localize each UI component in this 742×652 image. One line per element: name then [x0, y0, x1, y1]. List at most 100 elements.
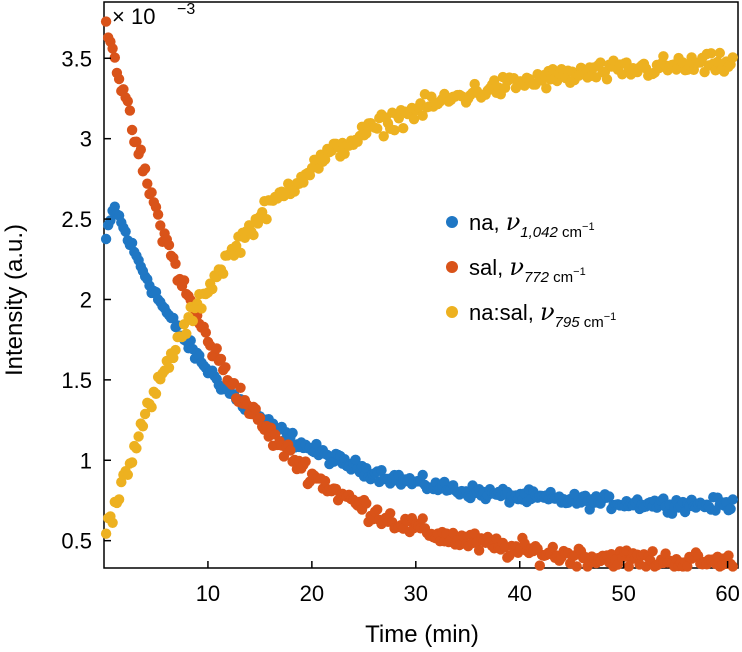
- data-point: [604, 491, 615, 502]
- data-point: [571, 561, 582, 572]
- legend-label: na:sal,: [469, 300, 540, 325]
- data-point: [408, 114, 420, 125]
- legend-marker: [446, 261, 458, 273]
- legend-symbol: ν: [540, 298, 555, 326]
- data-point: [727, 494, 738, 505]
- legend-label: na,: [469, 210, 506, 235]
- data-point: [187, 315, 198, 327]
- data-point: [725, 503, 736, 515]
- legend-subscript: 772: [524, 269, 553, 286]
- data-point: [350, 454, 361, 465]
- data-point: [218, 268, 229, 279]
- legend-unit: cm: [584, 314, 604, 331]
- legend-unit: cm: [562, 224, 582, 241]
- y-scale-multiplier: × 10 −3: [112, 1, 195, 29]
- data-point: [376, 465, 387, 476]
- data-point: [647, 546, 658, 557]
- data-point: [137, 421, 149, 432]
- data-point: [109, 52, 121, 63]
- data-point: [235, 382, 246, 393]
- data-point: [692, 550, 704, 561]
- data-point: [155, 220, 166, 231]
- data-point: [139, 408, 151, 420]
- data-point: [126, 124, 138, 136]
- y-tick-label: 2.5: [61, 207, 92, 232]
- data-point: [547, 541, 558, 553]
- data-point: [601, 74, 613, 85]
- data-point: [378, 131, 389, 142]
- data-point: [170, 258, 181, 269]
- data-point: [723, 550, 734, 561]
- data-point: [287, 427, 298, 439]
- data-point: [473, 545, 485, 556]
- data-point: [339, 148, 350, 159]
- data-point: [163, 239, 175, 251]
- x-axis: 10 20 30 40 50 60: [196, 561, 740, 606]
- data-point: [417, 513, 428, 524]
- data-point: [289, 186, 300, 197]
- legend-entry: na, ν1,042 cm−1: [469, 208, 595, 241]
- data-point: [439, 476, 450, 488]
- y-tick-label: 3.5: [61, 46, 92, 71]
- data-point: [139, 163, 151, 174]
- data-point: [417, 110, 428, 121]
- series-na: [100, 201, 738, 519]
- data-point: [220, 362, 231, 373]
- data-point: [385, 508, 396, 519]
- data-point: [170, 344, 181, 356]
- data-point: [122, 96, 133, 107]
- data-point: [727, 52, 738, 63]
- data-point: [100, 16, 112, 27]
- data-point: [534, 560, 545, 571]
- y-tick-label: 3: [80, 127, 92, 152]
- data-point: [100, 233, 112, 245]
- data-point: [361, 498, 372, 509]
- legend-unit-exponent: −1: [573, 266, 586, 278]
- data-point: [372, 123, 383, 134]
- series-sal: [100, 16, 738, 572]
- y-tick-label: 0.5: [61, 529, 92, 554]
- data-point: [727, 561, 738, 572]
- data-point: [107, 517, 118, 528]
- plot-border: [103, 1, 739, 569]
- legend-entry: na:sal, ν795 cm−1: [469, 298, 616, 331]
- data-points: [100, 16, 738, 572]
- data-point: [393, 113, 404, 124]
- y-scale-prefix: × 10: [112, 4, 155, 29]
- data-point: [113, 494, 125, 505]
- x-tick-label: 30: [404, 581, 428, 606]
- data-point: [150, 388, 162, 399]
- data-point: [361, 128, 372, 139]
- data-point: [196, 303, 207, 314]
- data-point: [126, 237, 138, 249]
- legend-marker: [446, 306, 458, 318]
- data-point: [135, 144, 146, 155]
- data-point: [658, 51, 669, 62]
- data-point: [142, 178, 153, 189]
- data-point: [107, 43, 118, 54]
- legend-unit: cm: [553, 269, 573, 286]
- data-point: [682, 561, 693, 572]
- x-tick-label: 20: [300, 581, 324, 606]
- series-na-sal: [100, 47, 738, 539]
- data-point: [261, 214, 272, 225]
- data-point: [595, 57, 606, 68]
- data-point: [146, 402, 157, 413]
- data-point: [113, 73, 125, 85]
- legend-entry: sal, ν772 cm−1: [469, 253, 586, 286]
- data-point: [319, 475, 331, 487]
- data-point: [211, 343, 222, 354]
- x-tick-label: 60: [715, 581, 739, 606]
- data-point: [100, 528, 112, 539]
- x-axis-title: Time (min): [365, 621, 479, 648]
- data-point: [181, 328, 192, 339]
- data-point: [285, 445, 296, 456]
- data-point: [714, 47, 725, 59]
- data-point: [122, 469, 133, 480]
- data-point: [168, 312, 179, 324]
- data-point: [207, 283, 218, 295]
- data-point: [248, 229, 259, 241]
- legend-marker: [446, 216, 458, 228]
- legend-subscript: 795: [555, 314, 584, 331]
